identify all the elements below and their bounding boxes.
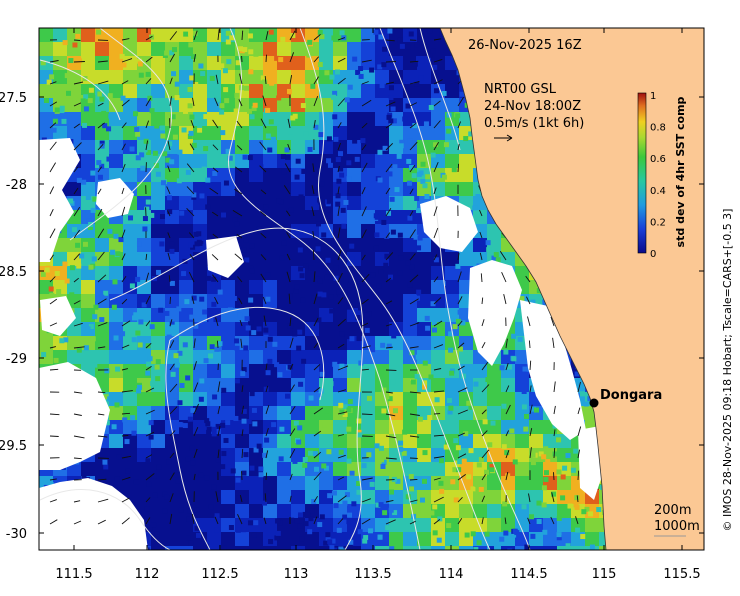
map-plot-area: Dongara 26-Nov-2025 16Z NRT00 GSL 24-Nov… [39, 28, 704, 561]
date-label: 26-Nov-2025 16Z [468, 38, 582, 53]
colorbar-tick-label: 0.6 [650, 154, 666, 165]
colorbar-tick-label: 0.8 [650, 123, 666, 134]
x-tick-label: 111.5 [55, 567, 92, 582]
y-tick-label: 29.5 [0, 439, 27, 454]
colorbar-tick-label: 0 [650, 249, 656, 260]
colorbar-tick-label: 0.4 [650, 186, 666, 197]
x-tick-label: 115.5 [663, 567, 700, 582]
x-tick-label: 114.5 [510, 567, 547, 582]
y-tick-label: -28 [6, 178, 27, 193]
x-tick-label: 112 [135, 567, 160, 582]
colorbar-tick-label: 1 [650, 91, 656, 102]
y-tick-label: -30 [6, 527, 27, 542]
x-tick-label: 112.5 [201, 567, 238, 582]
colorbar-tick-label: 0.2 [650, 217, 666, 228]
x-tick-label: 113 [284, 567, 309, 582]
dongara-label: Dongara [600, 388, 662, 403]
current-scale-label: 0.5m/s (1kt 6h) [484, 116, 584, 131]
y-tick-label: 28.5 [0, 265, 27, 280]
contour-label-1000m: 1000m [654, 519, 700, 534]
colorbar-title: std dev of 4hr SST comp [674, 96, 687, 247]
y-tick-label: -27.5 [0, 91, 27, 106]
x-tick-label: 113.5 [354, 567, 391, 582]
current-source-label: NRT00 GSL [484, 82, 557, 97]
dongara-marker-icon [590, 399, 599, 408]
credit-label: © IMOS 28-Nov-2025 09:18 Hobart; Tscale=… [721, 209, 734, 532]
y-tick-label: -29 [6, 352, 27, 367]
contour-label-200m: 200m [654, 503, 691, 518]
current-time-label: 24-Nov 18:00Z [484, 99, 581, 114]
colorbar-gradient [638, 93, 646, 253]
x-tick-label: 114 [439, 567, 464, 582]
x-tick-label: 115 [592, 567, 617, 582]
